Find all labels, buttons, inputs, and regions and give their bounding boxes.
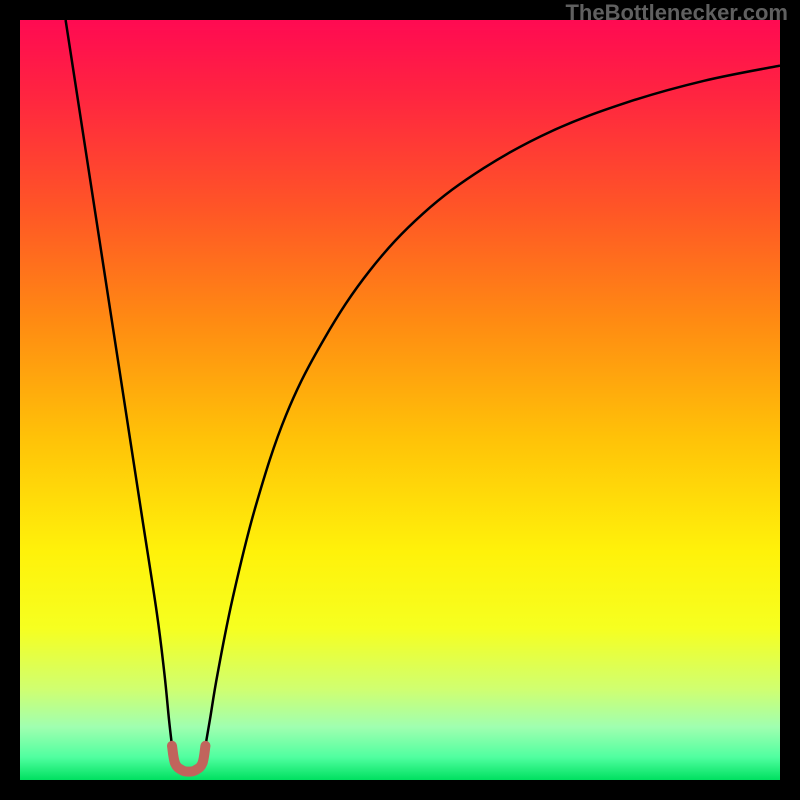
notch-curve — [172, 746, 205, 772]
watermark-text: TheBottlenecker.com — [565, 0, 788, 26]
plot-area — [20, 20, 780, 780]
curve-right — [205, 66, 780, 746]
curve-left — [66, 20, 172, 746]
chart-container: TheBottlenecker.com — [0, 0, 800, 800]
curves-svg — [20, 20, 780, 780]
